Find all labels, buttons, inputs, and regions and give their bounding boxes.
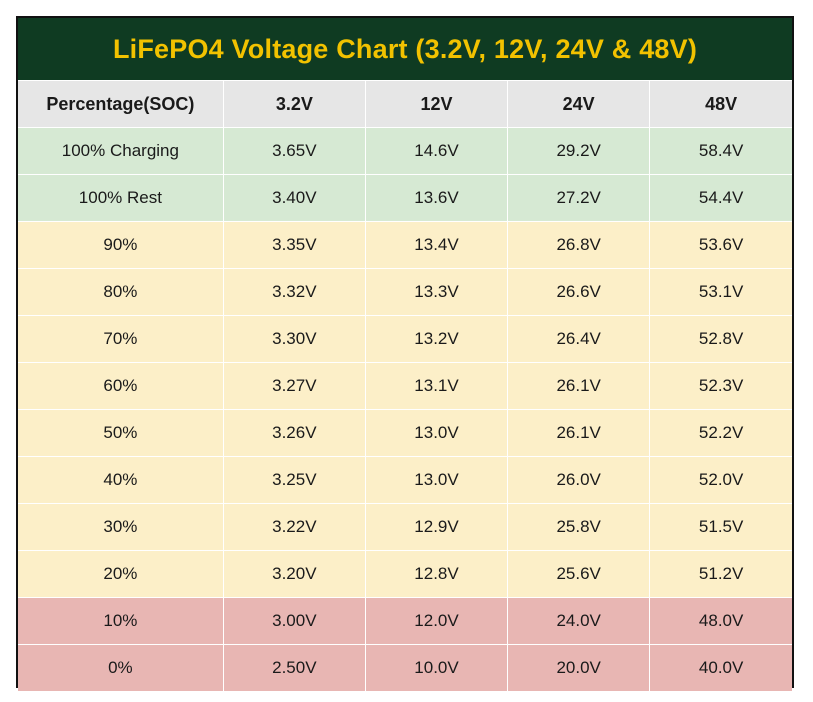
cell-24v: 26.0V [507,456,651,504]
cell-24v: 25.8V [507,503,651,551]
cell-48v: 51.5V [649,503,792,551]
cell-12v: 13.1V [364,362,509,410]
cell-12v: 13.6V [364,174,509,222]
cell-soc: 20% [18,550,224,598]
cell-24v: 26.8V [507,221,651,269]
cell-12v: 13.4V [364,221,509,269]
chart-frame: LiFePO4 Voltage Chart (3.2V, 12V, 24V & … [16,16,794,692]
cell-48v: 51.2V [649,550,792,598]
cell-12v: 12.9V [364,503,509,551]
table-row: 100% Charging 3.65V 14.6V 29.2V 58.4V [18,127,792,175]
cell-48v: 53.1V [649,268,792,316]
cell-24v: 25.6V [507,550,651,598]
cell-3v2: 3.27V [222,362,366,410]
cell-48v: 52.2V [649,409,792,457]
cell-24v: 20.0V [507,644,651,692]
header-48v: 48V [649,80,792,128]
header-3v2: 3.2V [222,80,366,128]
cell-48v: 54.4V [649,174,792,222]
cell-24v: 26.1V [507,409,651,457]
cell-3v2: 3.26V [222,409,366,457]
cell-24v: 26.1V [507,362,651,410]
cell-3v2: 3.30V [222,315,366,363]
header-soc: Percentage(SOC) [18,80,224,128]
cell-48v: 53.6V [649,221,792,269]
cell-soc: 70% [18,315,224,363]
cell-48v: 52.8V [649,315,792,363]
cell-48v: 52.3V [649,362,792,410]
table-body: 100% Charging 3.65V 14.6V 29.2V 58.4V 100% Re… [18,127,792,692]
table-row: 90% 3.35V 13.4V 26.8V 53.6V [18,221,792,269]
cell-soc: 30% [18,503,224,551]
cell-3v2: 3.25V [222,456,366,504]
cell-24v: 26.4V [507,315,651,363]
cell-48v: 52.0V [649,456,792,504]
cell-12v: 13.3V [364,268,509,316]
table-row: 100% Rest 3.40V 13.6V 27.2V 54.4V [18,174,792,222]
cell-soc: 80% [18,268,224,316]
header-12v: 12V [364,80,509,128]
header-24v: 24V [507,80,651,128]
cell-24v: 27.2V [507,174,651,222]
cell-48v: 48.0V [649,597,792,645]
cell-12v: 10.0V [364,644,509,692]
cell-12v: 13.0V [364,456,509,504]
cell-3v2: 3.32V [222,268,366,316]
table-row: 30% 3.22V 12.9V 25.8V 51.5V [18,503,792,551]
cell-48v: 40.0V [649,644,792,692]
cell-soc: 40% [18,456,224,504]
cell-24v: 26.6V [507,268,651,316]
cell-12v: 12.8V [364,550,509,598]
cell-3v2: 3.00V [222,597,366,645]
cell-soc: 0% [18,644,224,692]
title-bar: LiFePO4 Voltage Chart (3.2V, 12V, 24V & … [18,18,792,80]
cell-3v2: 3.40V [222,174,366,222]
voltage-table: Percentage(SOC) 3.2V 12V 24V 48V 100% Ch… [18,80,792,692]
cell-soc: 90% [18,221,224,269]
table-row: 0% 2.50V 10.0V 20.0V 40.0V [18,644,792,692]
cell-12v: 13.2V [364,315,509,363]
cell-24v: 24.0V [507,597,651,645]
table-row: 80% 3.32V 13.3V 26.6V 53.1V [18,268,792,316]
header-row: Percentage(SOC) 3.2V 12V 24V 48V [18,80,792,128]
cell-soc: 100% Rest [18,174,224,222]
table-row: 50% 3.26V 13.0V 26.1V 52.2V [18,409,792,457]
table-row: 40% 3.25V 13.0V 26.0V 52.0V [18,456,792,504]
cell-3v2: 3.20V [222,550,366,598]
chart-title: LiFePO4 Voltage Chart (3.2V, 12V, 24V & … [112,33,698,64]
cell-12v: 12.0V [364,597,509,645]
cell-soc: 50% [18,409,224,457]
cell-48v: 58.4V [649,127,792,175]
cell-3v2: 3.35V [222,221,366,269]
cell-3v2: 3.65V [222,127,366,175]
table-row: 70% 3.30V 13.2V 26.4V 52.8V [18,315,792,363]
table-row: 60% 3.27V 13.1V 26.1V 52.3V [18,362,792,410]
table-row: 20% 3.20V 12.8V 25.6V 51.2V [18,550,792,598]
cell-12v: 13.0V [364,409,509,457]
cell-soc: 100% Charging [18,127,224,175]
cell-3v2: 2.50V [222,644,366,692]
cell-soc: 10% [18,597,224,645]
cell-3v2: 3.22V [222,503,366,551]
table-row: 10% 3.00V 12.0V 24.0V 48.0V [18,597,792,645]
cell-soc: 60% [18,362,224,410]
cell-12v: 14.6V [364,127,509,175]
cell-24v: 29.2V [507,127,651,175]
